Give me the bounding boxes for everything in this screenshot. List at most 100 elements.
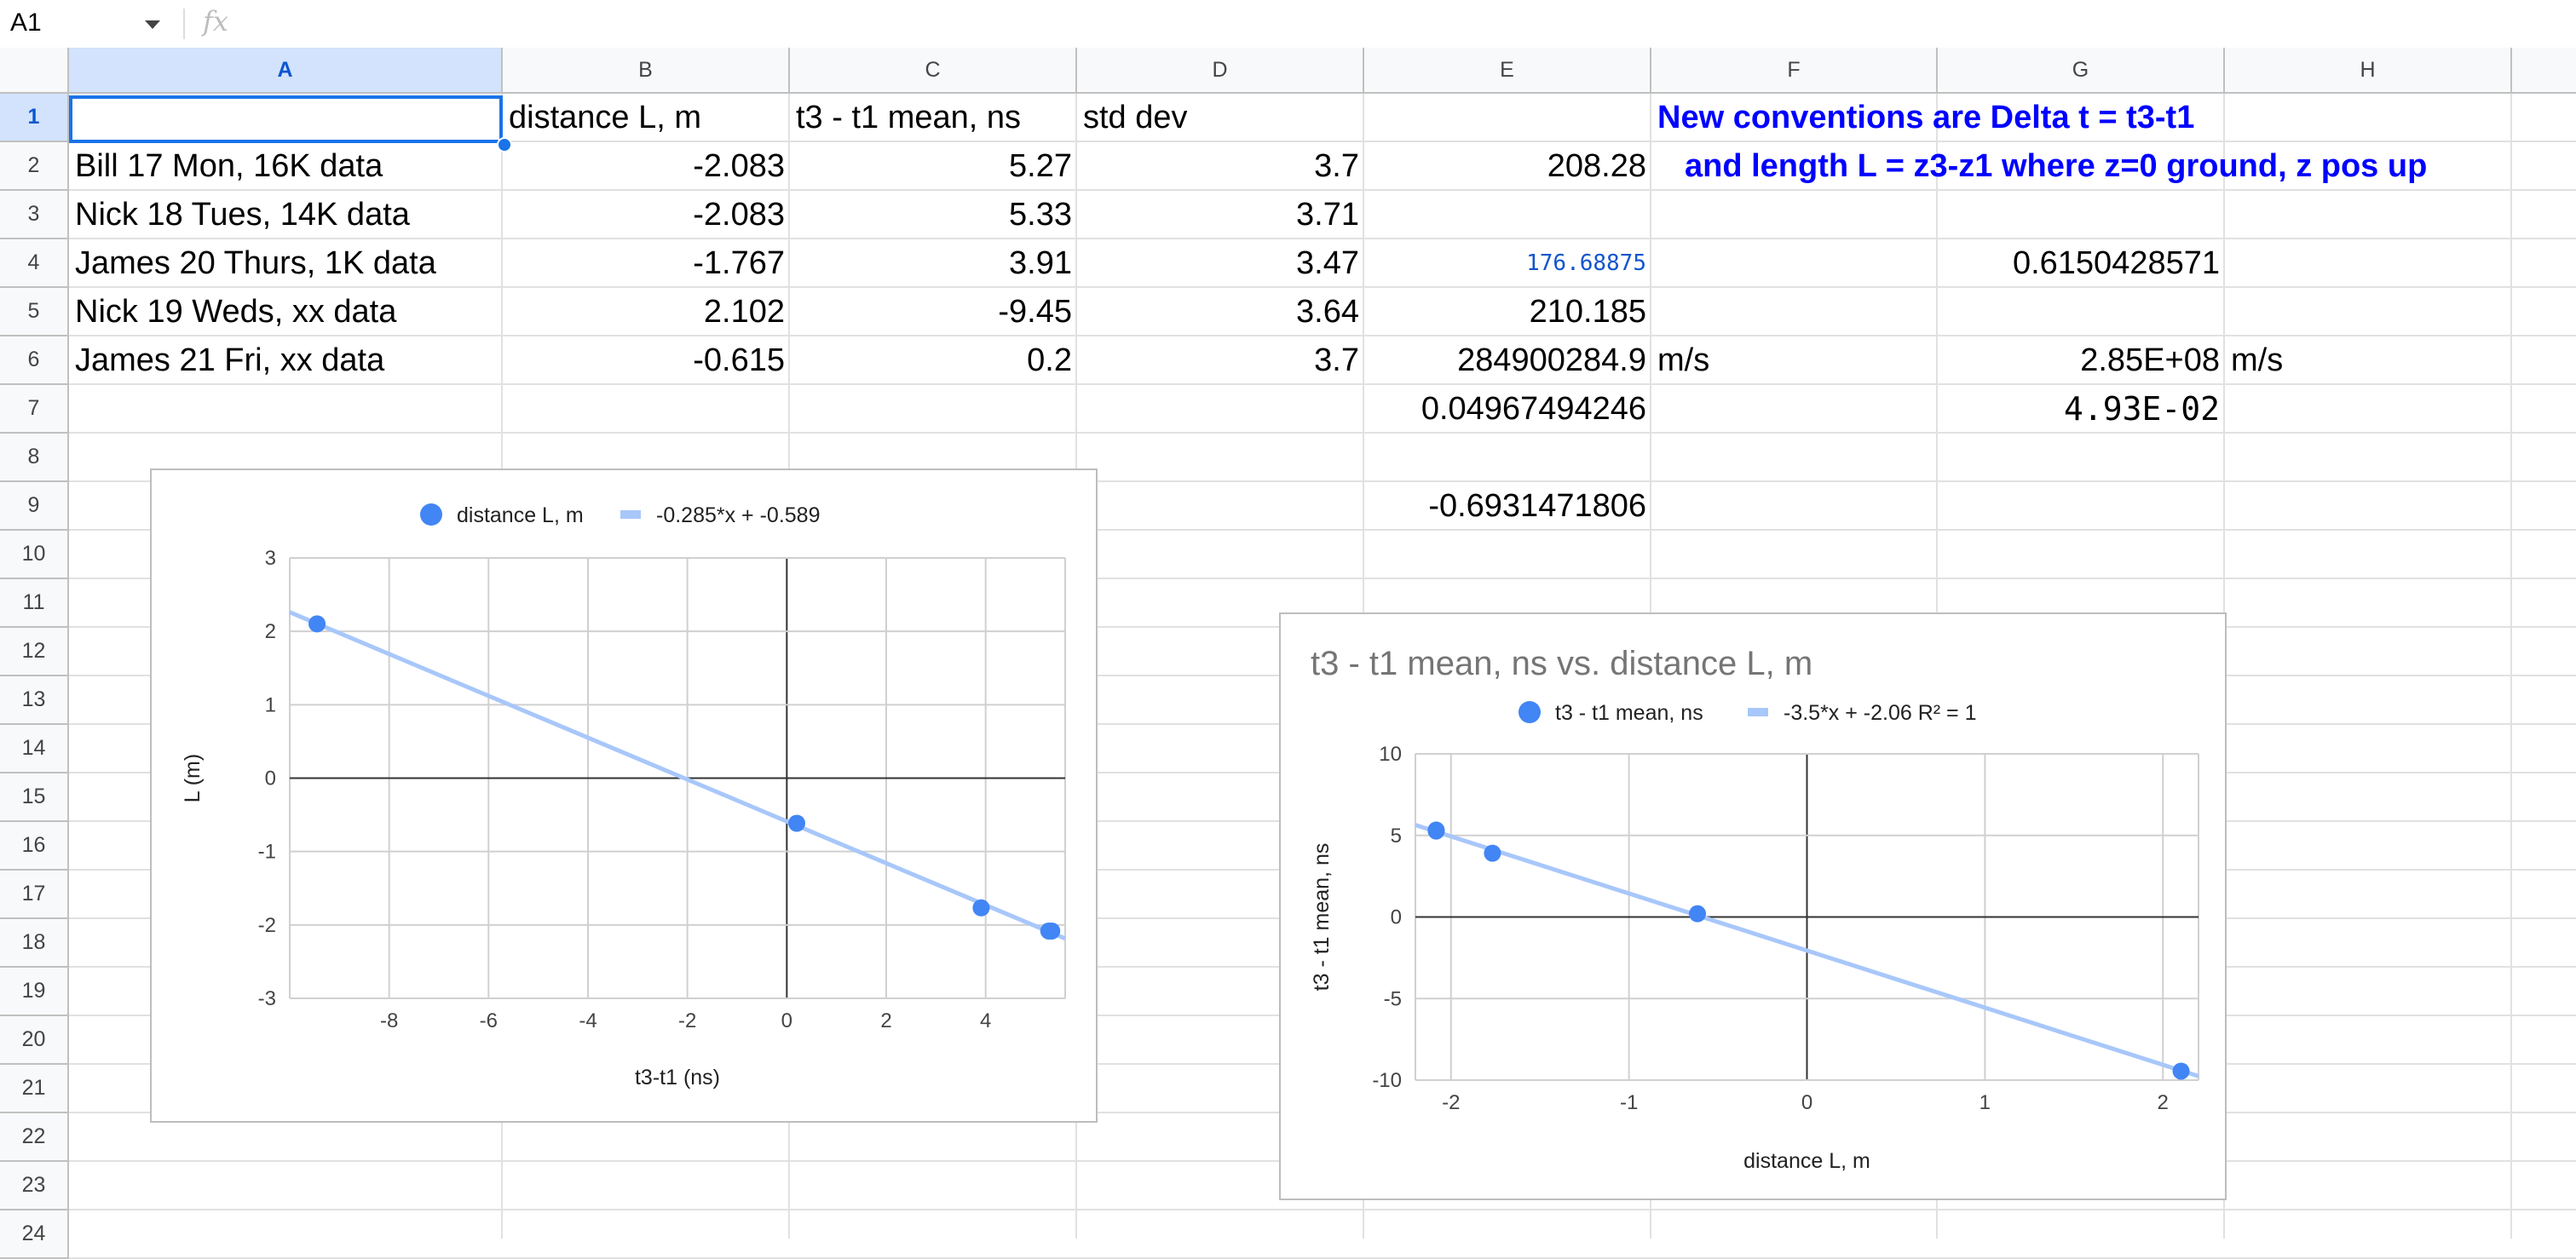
cell-e5[interactable]: 210.185 (1529, 294, 1646, 330)
cell-b5[interactable]: 2.102 (703, 294, 785, 330)
row-header-4[interactable]: 4 (0, 239, 69, 288)
cell-a3[interactable]: Nick 18 Tues, 14K data (75, 197, 410, 233)
row-header-19[interactable]: 19 (0, 968, 69, 1016)
legend-trendline-label: -3.5*x + -2.06 R² = 1 (1784, 701, 1977, 725)
cell-f6[interactable]: m/s (1657, 342, 1710, 378)
cell-d6[interactable]: 3.7 (1314, 342, 1359, 378)
cell-f2[interactable]: and length L = z3-z1 where z=0 ground, z… (1685, 148, 2428, 184)
row-header-13[interactable]: 13 (0, 676, 69, 725)
column-header-g[interactable]: G (1938, 48, 2225, 94)
cell-d3[interactable]: 3.71 (1296, 197, 1359, 233)
row-header-14[interactable]: 14 (0, 725, 69, 773)
x-tick-label: -8 (380, 1009, 398, 1032)
chart-title: t3 - t1 mean, ns vs. distance L, m (1311, 645, 1812, 682)
x-tick-label: 0 (781, 1009, 792, 1032)
select-all-corner[interactable] (0, 48, 69, 94)
active-cell-selection[interactable] (69, 95, 503, 143)
cell-d2[interactable]: 3.7 (1314, 148, 1359, 184)
trendline (1415, 823, 2199, 1078)
cell-e6[interactable]: 284900284.9 (1457, 342, 1646, 378)
row-header-8[interactable]: 8 (0, 434, 69, 482)
cell-b4[interactable]: -1.767 (693, 245, 785, 281)
chevron-down-icon[interactable] (145, 20, 160, 29)
column-header-h[interactable]: H (2225, 48, 2512, 94)
row-gridline (69, 1209, 2576, 1210)
chart-time-vs-distance[interactable]: t3 - t1 mean, ns vs. distance L, m -2 -1 0 1… (1279, 612, 2227, 1200)
row-header-6[interactable]: 6 (0, 336, 69, 385)
cell-d5[interactable]: 3.64 (1296, 294, 1359, 330)
column-header-b[interactable]: B (503, 48, 790, 94)
cell-g6[interactable]: 2.85E+08 (2080, 342, 2220, 378)
cell-e9[interactable]: -0.6931471806 (1428, 488, 1646, 524)
cell-g4[interactable]: 0.6150428571 (2012, 245, 2220, 281)
chart2-svg: t3 - t1 mean, ns vs. distance L, m-2 -1 0 1… (1310, 645, 2199, 1173)
row-header-2[interactable]: 2 (0, 142, 69, 191)
legend-series-label: distance L, m (457, 503, 584, 527)
row-gridline (69, 335, 2576, 336)
column-header-e[interactable]: E (1364, 48, 1651, 94)
cell-c5[interactable]: -9.45 (998, 294, 1072, 330)
cell-c2[interactable]: 5.27 (1009, 148, 1072, 184)
row-header-16[interactable]: 16 (0, 822, 69, 871)
row-header-11[interactable]: 11 (0, 579, 69, 628)
row-header-5[interactable]: 5 (0, 288, 69, 336)
chart-distance-vs-time[interactable]: -8 -6 -4 -2 0 2 4 3 2 1 0 -1 -2 -3 distance L, m -0.285… (150, 469, 1098, 1123)
legend-trendline-marker (1748, 708, 1768, 716)
chart1-svg: -8 -6 -4 -2 0 2 4 3 2 1 0 -1 -2 -3 distance L, m -0.285… (181, 503, 1066, 1089)
row-header-21[interactable]: 21 (0, 1065, 69, 1113)
y-tick-label: 5 (1391, 825, 1402, 848)
column-header-f[interactable]: F (1651, 48, 1938, 94)
trendline (289, 610, 1066, 941)
fill-handle[interactable] (497, 137, 512, 152)
cell-c4[interactable]: 3.91 (1009, 245, 1072, 281)
x-axis-title: distance L, m (1743, 1149, 1870, 1173)
formula-input[interactable] (247, 0, 2548, 48)
y-axis-title: t3 - t1 mean, ns (1310, 843, 1334, 992)
row-header-9[interactable]: 9 (0, 482, 69, 531)
cell-h6[interactable]: m/s (2231, 342, 2284, 378)
cell-a6[interactable]: James 21 Fri, xx data (75, 342, 385, 378)
cell-a5[interactable]: Nick 19 Weds, xx data (75, 294, 397, 330)
x-tick-label: -1 (1620, 1091, 1638, 1114)
cell-e7[interactable]: 0.04967494246 (1421, 391, 1646, 427)
cell-b6[interactable]: -0.615 (693, 342, 785, 378)
row-header-12[interactable]: 12 (0, 628, 69, 676)
cell-d4[interactable]: 3.47 (1296, 245, 1359, 281)
cell-f1[interactable]: New conventions are Delta t = t3-t1 (1657, 100, 2195, 135)
legend-series-marker (420, 503, 442, 526)
x-tick-label: 2 (880, 1009, 891, 1032)
row-header-15[interactable]: 15 (0, 773, 69, 822)
cell-b1[interactable]: distance L, m (509, 100, 701, 135)
column-header-d[interactable]: D (1077, 48, 1364, 94)
row-header-22[interactable]: 22 (0, 1113, 69, 1162)
cell-a2[interactable]: Bill 17 Mon, 16K data (75, 148, 383, 184)
column-header-a[interactable]: A (69, 48, 503, 94)
cell-e4[interactable]: 176.68875 (1526, 250, 1646, 276)
y-tick-label: -10 (1372, 1069, 1402, 1092)
row-header-23[interactable]: 23 (0, 1162, 69, 1210)
row-header-17[interactable]: 17 (0, 871, 69, 919)
row-header-24[interactable]: 24 (0, 1210, 69, 1259)
cell-e2[interactable]: 208.28 (1547, 148, 1646, 184)
row-header-1[interactable]: 1 (0, 94, 69, 142)
data-point (972, 899, 990, 917)
cell-c6[interactable]: 0.2 (1027, 342, 1072, 378)
column-header-c[interactable]: C (790, 48, 1077, 94)
row-header-7[interactable]: 7 (0, 385, 69, 434)
cell-b3[interactable]: -2.083 (693, 197, 785, 233)
data-point (1484, 844, 1501, 862)
row-header-3[interactable]: 3 (0, 191, 69, 239)
row-gridline (69, 286, 2576, 288)
cell-a4[interactable]: James 20 Thurs, 1K data (75, 245, 436, 281)
cell-g7[interactable]: 4.93E-02 (2063, 390, 2220, 428)
row-header-18[interactable]: 18 (0, 919, 69, 968)
row-header-10[interactable]: 10 (0, 531, 69, 579)
fx-icon: fx (203, 5, 228, 37)
x-tick-label: 1 (1980, 1091, 1991, 1114)
row-header-20[interactable]: 20 (0, 1016, 69, 1065)
cell-c3[interactable]: 5.33 (1009, 197, 1072, 233)
cell-d1[interactable]: std dev (1083, 100, 1188, 135)
name-box[interactable]: A1 (0, 0, 175, 48)
cell-b2[interactable]: -2.083 (693, 148, 785, 184)
cell-c1[interactable]: t3 - t1 mean, ns (796, 100, 1022, 135)
